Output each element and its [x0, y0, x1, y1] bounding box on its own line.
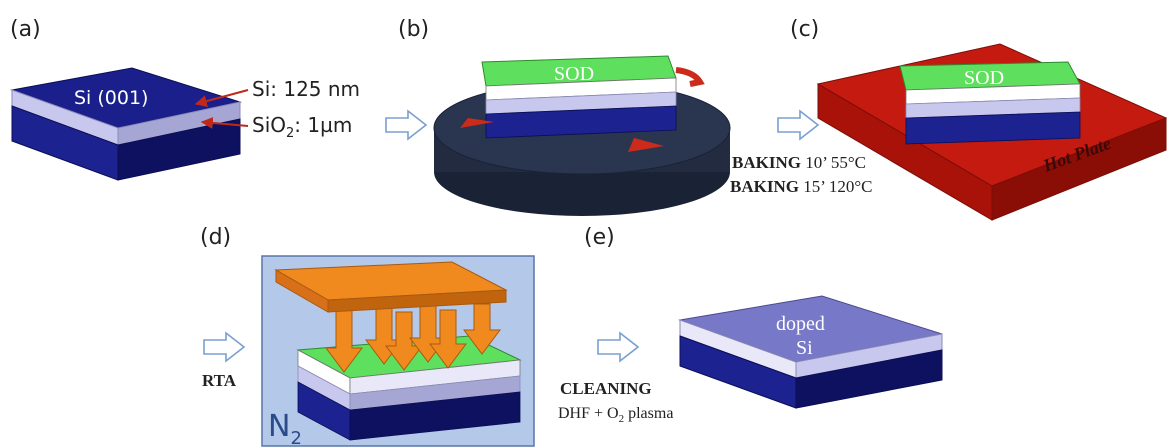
panel-a-label: (a)	[10, 17, 41, 42]
panel-d: (d) RTA N2	[200, 225, 535, 448]
si-thickness-label: Si: 125 nm	[252, 77, 360, 101]
flow-arrow-b-to-c	[777, 109, 820, 141]
rotation-arrow-1	[675, 67, 705, 87]
doped-label-line1: doped	[776, 313, 825, 335]
sod-label-b: SOD	[554, 63, 594, 85]
baking-step-2: BAKING 15’ 120°C	[730, 177, 873, 196]
si-pointer-arrow	[194, 89, 249, 107]
sod-wafer-on-hotplate: SOD	[899, 61, 1081, 145]
flow-arrow-d-to-e	[597, 331, 640, 363]
n2-ambient-label: N2	[268, 409, 302, 448]
baking-step-1: BAKING 10’ 55°C	[732, 153, 866, 172]
cleaning-detail: DHF + O2 plasma	[558, 405, 673, 425]
rta-label: RTA	[202, 371, 237, 390]
panel-a: (a) Si (001) Si: 125 nm SiO2: 1µm	[10, 17, 428, 181]
panel-e-label: (e)	[584, 225, 615, 250]
sio2-pointer-arrow	[200, 116, 249, 129]
si-001-label: Si (001)	[74, 87, 148, 109]
soi-wafer-block: Si (001)	[10, 67, 242, 181]
rotation-arrow-3	[628, 138, 664, 152]
rta-wafer	[296, 335, 522, 441]
rotation-arrow-2	[460, 118, 494, 128]
panel-e: (e) CLEANING DHF + O2 plasma doped Si	[558, 225, 943, 425]
flow-arrow-a-to-b	[385, 109, 428, 141]
doped-label-line2: Si	[796, 337, 813, 359]
cleaning-label: CLEANING	[560, 379, 652, 398]
sio2-thickness-label: SiO2: 1µm	[252, 113, 352, 141]
doped-si-wafer: doped Si	[678, 295, 943, 409]
flow-arrow-into-d	[203, 331, 246, 363]
rta-lamp-plate	[274, 261, 508, 313]
panel-c: (c) Hot Plate SOD	[790, 17, 1167, 221]
panel-d-label: (d)	[200, 225, 231, 250]
panel-b-label: (b)	[398, 17, 429, 42]
halogen-lamp-arrows	[325, 303, 501, 373]
panel-b: (b) SOD BAKING 10’ 55°C BAKING 15’ 120°C	[398, 17, 873, 216]
panel-c-label: (c)	[790, 17, 819, 42]
sod-label-c: SOD	[964, 67, 1004, 89]
sod-coated-wafer: SOD	[481, 55, 677, 139]
